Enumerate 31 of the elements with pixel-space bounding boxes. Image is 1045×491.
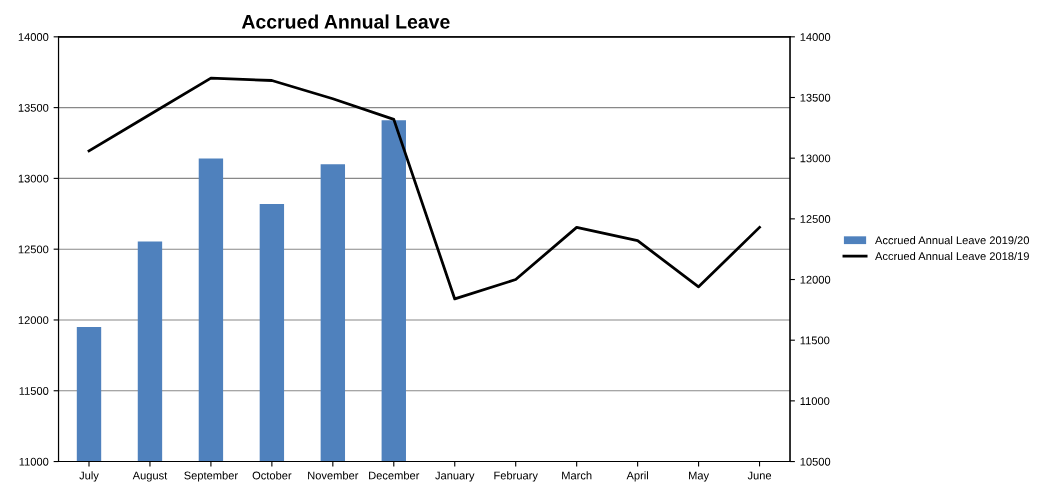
y-tick-label: 13000 [18, 174, 49, 183]
y2-tick-label: 11500 [800, 336, 830, 345]
x-tick-label: April [626, 471, 648, 482]
x-tick-label: February [494, 471, 538, 482]
x-tick-label: March [562, 471, 592, 480]
x-tick-label: June [747, 471, 772, 480]
x-tick-label: September [184, 471, 238, 482]
y-tick-label: 11500 [19, 387, 49, 395]
y2-tick-label: 12500 [800, 215, 831, 223]
y2-tick-label: 14000 [800, 33, 831, 41]
y2-tick-label: 12000 [800, 275, 831, 284]
x-tick-label: December [369, 471, 420, 480]
x-tick-label: January [435, 471, 475, 482]
y2-tick-label: 13000 [800, 154, 831, 163]
y-tick-label: 11000 [19, 457, 49, 466]
y-tick-label: 12000 [18, 316, 49, 325]
y2-tick-label: 10500 [800, 457, 831, 466]
line-series [87, 76, 761, 301]
y-tick-label: 14000 [18, 33, 49, 41]
chart-title: Accrued Annual Leave [241, 14, 450, 29]
legend-label: Accrued Annual Leave 2018/19 [875, 251, 1029, 261]
y2-tick-label: 11000 [800, 397, 830, 405]
x-tick-label: November [308, 471, 359, 480]
y2-tick-label: 13500 [800, 93, 831, 102]
x-tick-label: July [79, 471, 99, 482]
y-tick-label: 12500 [18, 245, 49, 254]
x-tick-label: May [689, 471, 710, 482]
y-tick-label: 13500 [18, 103, 49, 112]
x-tick-label: October [252, 471, 292, 480]
x-tick-label: August [132, 471, 168, 482]
legend-label: Accrued Annual Leave 2019/20 [875, 236, 1030, 245]
